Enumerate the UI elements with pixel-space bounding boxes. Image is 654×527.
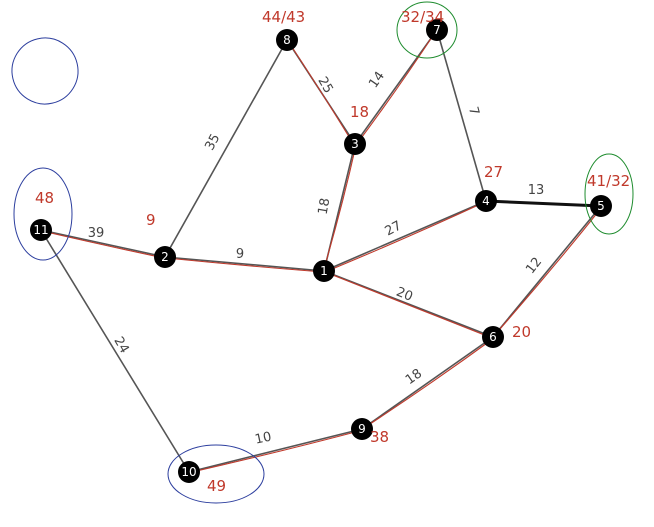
traced-path-9-10 (187, 429, 364, 474)
traced-path-11-2 (41, 230, 165, 259)
annotation-note-9: 38 (370, 428, 389, 446)
edge-weight-3-7: 14 (366, 69, 388, 91)
traced-path-5-6 (491, 206, 603, 339)
node-circle (482, 326, 504, 348)
traced-path-8-3 (287, 40, 355, 146)
edge-2-1 (164, 256, 325, 272)
node-3: 3 (344, 133, 366, 155)
annotation-note-2: 9 (146, 211, 156, 229)
node-circle (475, 190, 497, 212)
annotation-note-5: 41/32 (587, 172, 630, 190)
node-label: 6 (489, 330, 497, 344)
annotation-note-10: 49 (207, 477, 226, 495)
node-9: 9 (351, 418, 373, 440)
edge-weight-1-6: 20 (394, 285, 415, 305)
node-10: 10 (178, 461, 200, 483)
node-label: 5 (597, 199, 605, 213)
edge-weight-5-6: 12 (523, 255, 545, 277)
edge-weight-6-9: 18 (403, 366, 425, 388)
node-7: 7 (426, 19, 448, 41)
edge-9-10 (188, 428, 363, 473)
annotation-note-3: 18 (350, 103, 369, 121)
edge-11-2 (40, 229, 166, 258)
node-circle (344, 133, 366, 155)
annotation-ring-5 (584, 153, 634, 235)
node-4: 4 (475, 190, 497, 212)
node-label: 8 (283, 33, 291, 47)
edge-weight-11-2: 39 (88, 226, 105, 241)
node-label: 7 (433, 23, 441, 37)
node-circle (154, 246, 176, 268)
edge-3-7 (354, 29, 438, 145)
edge-11-10 (40, 229, 190, 473)
annotation-note-6: 20 (512, 323, 531, 341)
annotation-ring-7 (396, 1, 458, 59)
edge-1-4 (323, 200, 487, 272)
node-label: 11 (33, 223, 48, 237)
edge-weight-1-4: 27 (383, 218, 405, 239)
traced-path-3-7 (355, 30, 437, 146)
node-circle (276, 29, 298, 51)
edge-weight-11-10: 24 (110, 334, 131, 356)
edge-6-9 (361, 336, 494, 430)
node-label: 1 (320, 264, 328, 278)
node-circle (313, 260, 335, 282)
edge-7-4 (436, 29, 487, 202)
annotation-note-8: 44/43 (262, 8, 305, 26)
edge-weight-8-3: 25 (314, 74, 335, 96)
edge-4-5 (485, 199, 602, 208)
edge-weight-9-10: 10 (254, 430, 273, 448)
node-circle (426, 19, 448, 41)
node-circle (590, 195, 612, 217)
edge-2-8 (164, 39, 288, 258)
node-circle (351, 418, 373, 440)
annotation-ring-10 (167, 444, 265, 504)
traced-path-layer (41, 30, 603, 474)
node-label: 2 (161, 250, 169, 264)
edge-5-6 (492, 205, 602, 338)
node-label: 4 (482, 194, 490, 208)
node-label: 3 (351, 137, 359, 151)
annotation-ring-8 (11, 37, 79, 105)
traced-path-1-4 (324, 201, 486, 273)
node-5: 5 (590, 195, 612, 217)
edges-layer (40, 29, 602, 473)
traced-path-1-6 (324, 271, 493, 339)
traced-path-6-9 (360, 337, 495, 431)
traced-path-3-1 (322, 144, 357, 273)
edge-weight-2-8: 35 (202, 132, 223, 154)
annotation-ring-11 (13, 167, 73, 261)
annotation-note-11: 48 (35, 189, 54, 207)
node-circle (178, 461, 200, 483)
node-11: 11 (30, 219, 52, 241)
edge-weight-3-1: 18 (316, 197, 334, 216)
edge-weight-2-1: 9 (236, 247, 244, 262)
node-2: 2 (154, 246, 176, 268)
annotation-note-7: 32/34 (401, 8, 444, 26)
traced-path-2-1 (165, 257, 324, 273)
node-label: 10 (181, 465, 196, 479)
node-label: 9 (358, 422, 366, 436)
node-8: 8 (276, 29, 298, 51)
annotation-note-4: 27 (484, 163, 503, 181)
annotation-rings-layer (11, 1, 634, 504)
node-1: 1 (313, 260, 335, 282)
edge-weight-7-4: 7 (465, 105, 482, 117)
edge-weight-4-5: 13 (528, 183, 545, 198)
node-circle (30, 219, 52, 241)
node-6: 6 (482, 326, 504, 348)
edge-1-6 (323, 270, 494, 338)
